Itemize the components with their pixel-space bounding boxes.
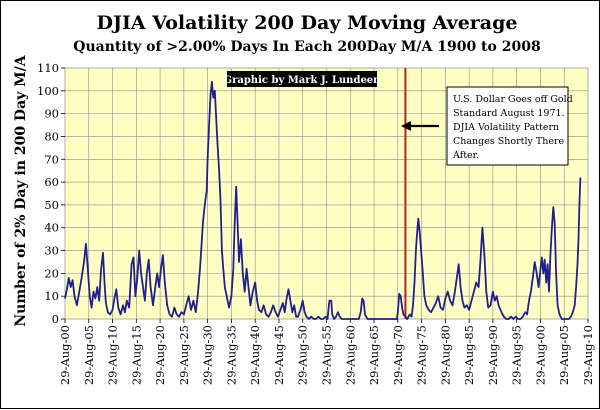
y-tick-label: 90 xyxy=(44,107,59,121)
y-tick-label: 80 xyxy=(44,129,59,143)
credit-label: Graphic by Mark J. Lundeen xyxy=(224,71,382,87)
chart-title: DJIA Volatility 200 Day Moving Average xyxy=(97,12,518,34)
y-tick-label: 100 xyxy=(37,84,59,98)
annotation-line-4: Changes Shortly There xyxy=(453,136,565,147)
x-tick-label: 29-Aug-50 xyxy=(296,325,310,385)
y-tick-label: 10 xyxy=(44,289,59,303)
x-tick-label: 29-Aug-95 xyxy=(510,325,524,385)
annotation-line-3: DJIA Volatility Pattern xyxy=(453,122,559,133)
annotation-line-1: U.S. Dollar Goes off Gold xyxy=(453,94,573,105)
x-tick-label: 29-Aug-10 xyxy=(106,325,120,385)
y-tick-label: 70 xyxy=(44,152,59,166)
chart-subtitle: Quantity of >2.00% Days In Each 200Day M… xyxy=(73,39,540,55)
credit-label-box xyxy=(227,71,377,87)
y-tick-label: 60 xyxy=(44,175,59,189)
y-axis-title: Number of 2% Day in 200 Day M/A xyxy=(13,54,29,326)
axis-ticks: 0 10 20 30 40 50 60 70 80 90 100 110 29-Aug-00 29-Aug… xyxy=(37,61,595,385)
y-tick-label: 20 xyxy=(44,266,59,280)
y-tick-label: 50 xyxy=(44,198,59,212)
x-tick-label: 29-Aug-75 xyxy=(415,325,429,385)
annotation-arrow-head xyxy=(401,121,411,131)
x-tick-label: 29-Aug-00 xyxy=(58,325,72,385)
series-line-0 xyxy=(64,80,582,320)
x-tick-label: 29-Aug-40 xyxy=(248,325,262,385)
x-tick-label: 29-Aug-55 xyxy=(320,325,334,385)
x-tick-label: 29-Aug-05 xyxy=(557,325,571,385)
annotation-line-5: After. xyxy=(452,150,479,161)
x-tick-label: 29-Aug-60 xyxy=(343,325,357,385)
x-tick-label: 29-Aug-80 xyxy=(438,325,452,385)
x-tick-label: 29-Aug-65 xyxy=(367,325,381,385)
x-tick-label: 29-Aug-90 xyxy=(486,325,500,385)
x-tick-label: 29-Aug-05 xyxy=(82,325,96,385)
x-tick-label: 29-Aug-10 xyxy=(581,325,595,385)
x-tick-label: 29-Aug-15 xyxy=(129,325,143,385)
series-layer xyxy=(64,80,582,320)
annotation: U.S. Dollar Goes off Gold Standard Augus… xyxy=(401,86,573,166)
x-tick-label: 29-Aug-20 xyxy=(153,325,167,385)
annotation-box xyxy=(446,86,569,166)
y-tick-label: 30 xyxy=(44,244,59,258)
x-tick-label: 29-Aug-00 xyxy=(533,325,547,385)
x-tick-label: 29-Aug-30 xyxy=(201,325,215,385)
x-tick-label: 29-Aug-70 xyxy=(391,325,405,385)
x-tick-label: 29-Aug-85 xyxy=(462,325,476,385)
y-tick-label: 0 xyxy=(52,312,59,326)
credit-label-text: Graphic by Mark J. Lundeen xyxy=(224,75,382,86)
x-tick-label: 29-Aug-35 xyxy=(224,325,238,385)
x-tick-label: 29-Aug-45 xyxy=(272,325,286,385)
x-tick-label: 29-Aug-25 xyxy=(177,325,191,385)
y-tick-label: 40 xyxy=(44,221,59,235)
y-tick-label: 110 xyxy=(37,61,59,75)
annotation-line-2: Standard August 1971. xyxy=(453,108,565,119)
